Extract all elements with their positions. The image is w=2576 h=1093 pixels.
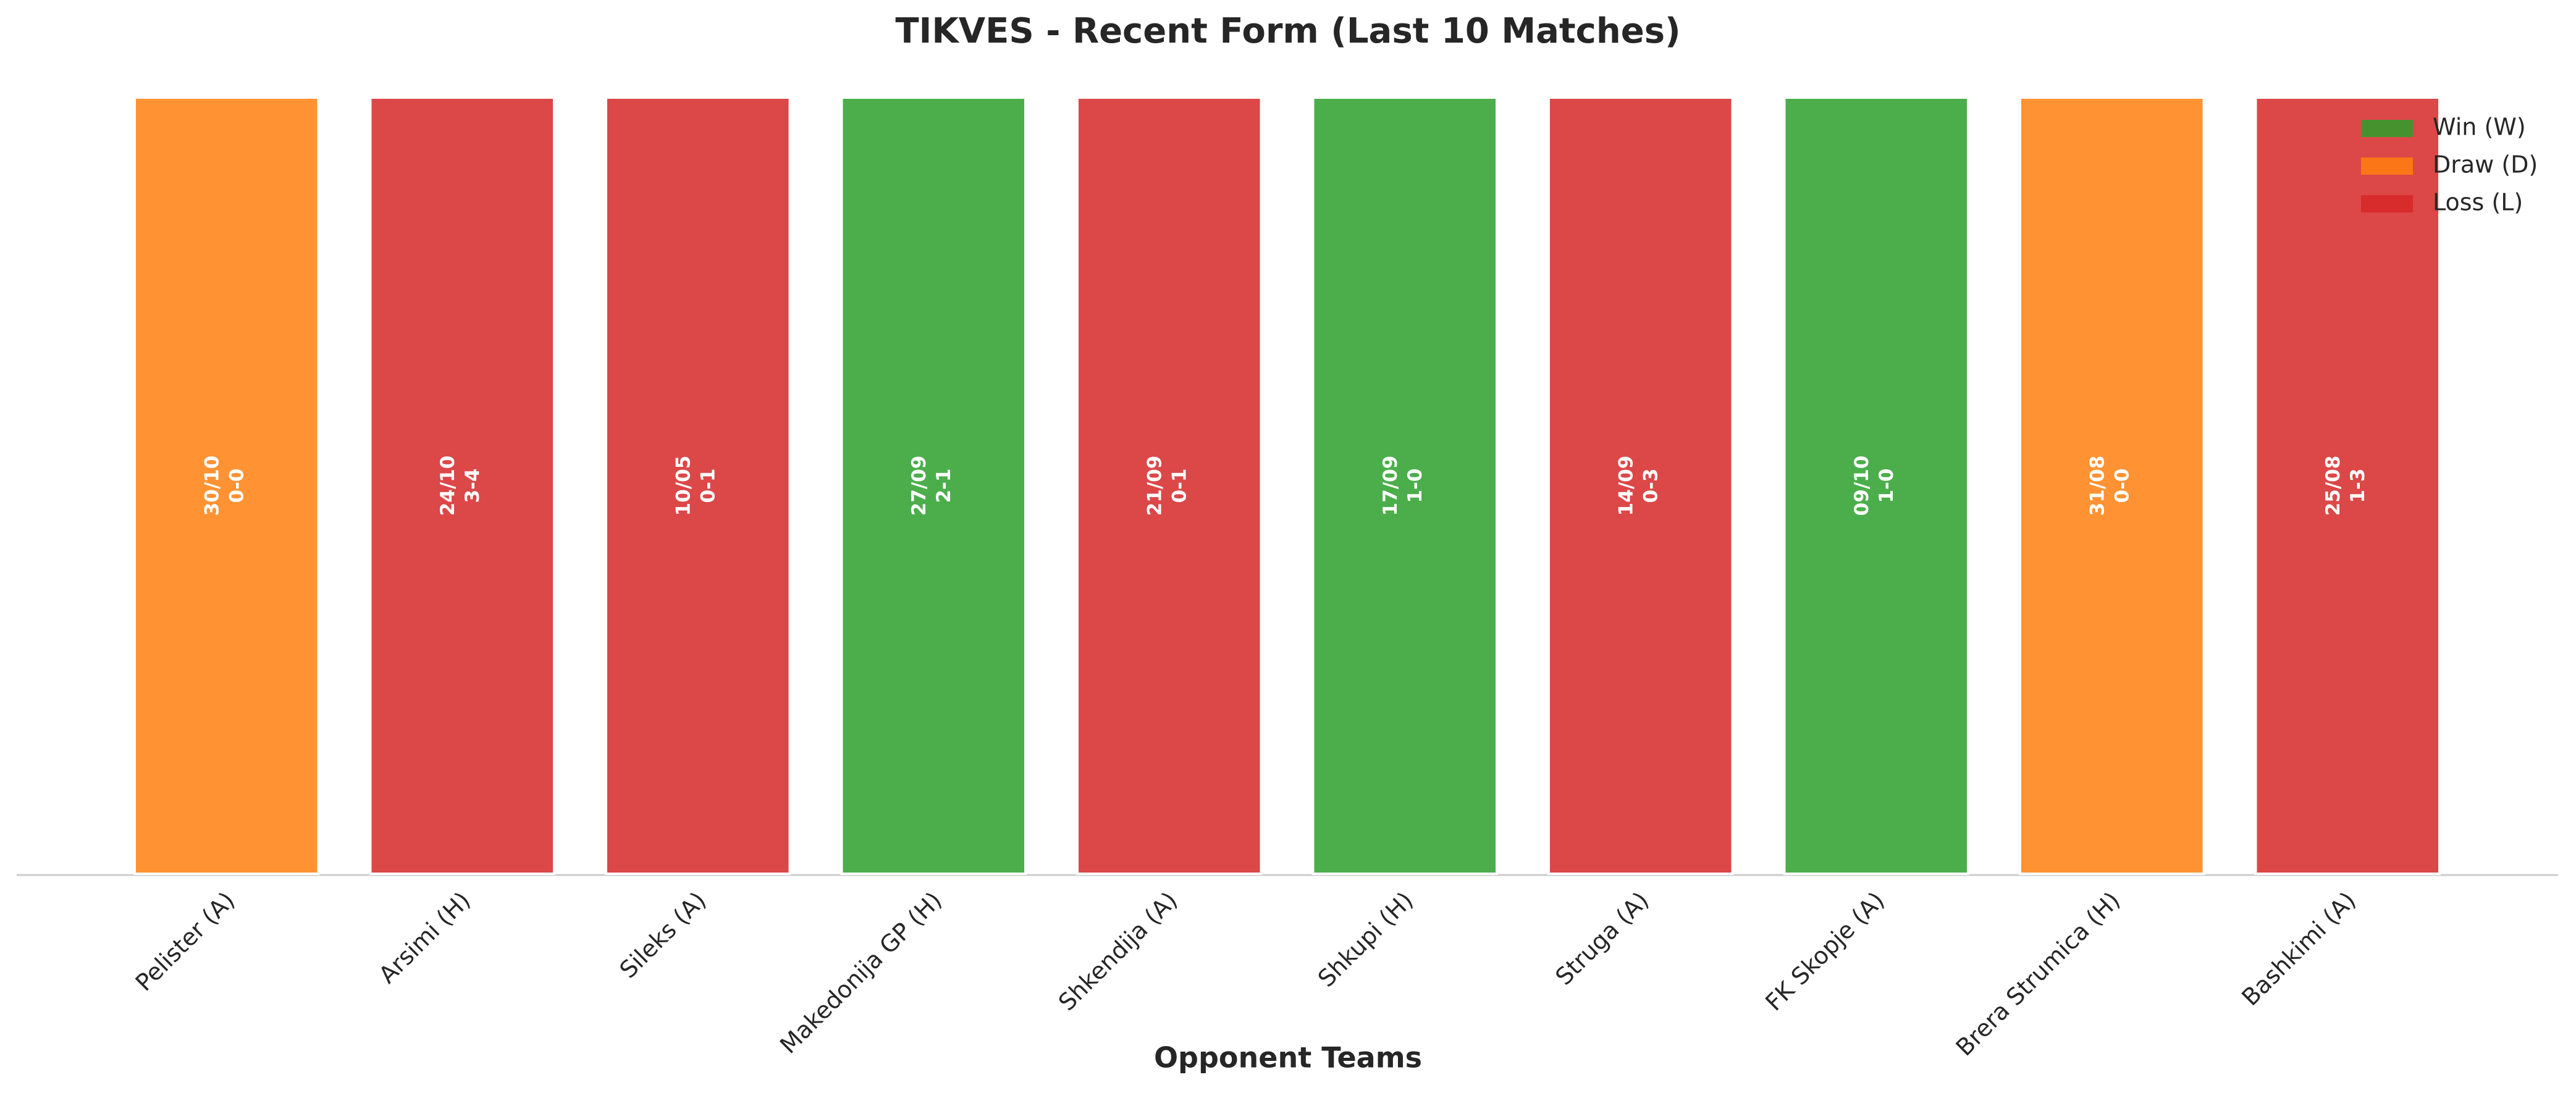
bar-date-label: 24/10 (437, 456, 459, 516)
x-tick-label: Arsimi (H) (374, 887, 476, 989)
legend-swatch (2361, 195, 2413, 212)
bar (1311, 96, 1499, 875)
bar (1547, 96, 1734, 875)
legend-label: Win (W) (2433, 114, 2526, 141)
bar-score-label: 1-3 (2347, 468, 2369, 503)
bar-date-label: 10/05 (672, 456, 694, 516)
legend-label: Loss (L) (2433, 189, 2523, 216)
legend-swatch (2361, 157, 2413, 175)
bar-date-label: 25/08 (2322, 456, 2344, 516)
bar (2018, 96, 2205, 875)
x-tick-label: Shkupi (H) (1313, 887, 1418, 992)
bar-score-label: 1-0 (1404, 468, 1426, 503)
bar (1075, 96, 1263, 875)
chart-title: TIKVES - Recent Form (Last 10 Matches) (895, 11, 1680, 51)
bar-date-label: 17/09 (1379, 456, 1402, 516)
x-tick-label: Brera Strumica (H) (1951, 887, 2126, 1062)
bar-date-label: 27/09 (908, 456, 930, 516)
x-tick-label: Bashkimi (A) (2236, 887, 2361, 1011)
bar (1783, 96, 1970, 875)
bar-date-label: 21/09 (1143, 456, 1166, 516)
legend-label: Draw (D) (2433, 151, 2538, 178)
x-tick-label: Shkendija (A) (1053, 887, 1183, 1016)
x-axis-title: Opponent Teams (1154, 1041, 1422, 1074)
bar-score-label: 2-1 (933, 468, 955, 503)
bar-date-label: 31/08 (2086, 456, 2108, 516)
bar (369, 96, 556, 875)
x-tick-label: Makedonija GP (H) (775, 887, 947, 1059)
bar-score-label: 0-0 (2111, 468, 2133, 503)
bar-date-label: 30/10 (201, 456, 223, 516)
bar-score-label: 0-3 (1639, 468, 1662, 503)
bar (604, 96, 791, 875)
legend-swatch (2361, 120, 2413, 137)
x-tick-label: Pelister (A) (130, 887, 240, 997)
x-tick-label: Struga (A) (1550, 887, 1654, 990)
bar (840, 96, 1027, 875)
x-tick-label: Sileks (A) (614, 887, 711, 984)
bar-date-label: 14/09 (1615, 456, 1637, 516)
bar-date-label: 09/10 (1851, 456, 1873, 516)
bar (2254, 96, 2441, 875)
bar-score-label: 1-0 (1875, 468, 1898, 503)
bar-score-label: 0-1 (1168, 468, 1190, 503)
bar-score-label: 3-4 (461, 468, 484, 503)
bar-score-label: 0-1 (697, 468, 719, 503)
x-tick-label: FK Skopje (A) (1760, 887, 1890, 1016)
bar (133, 96, 320, 875)
bar-score-label: 0-0 (225, 468, 248, 503)
